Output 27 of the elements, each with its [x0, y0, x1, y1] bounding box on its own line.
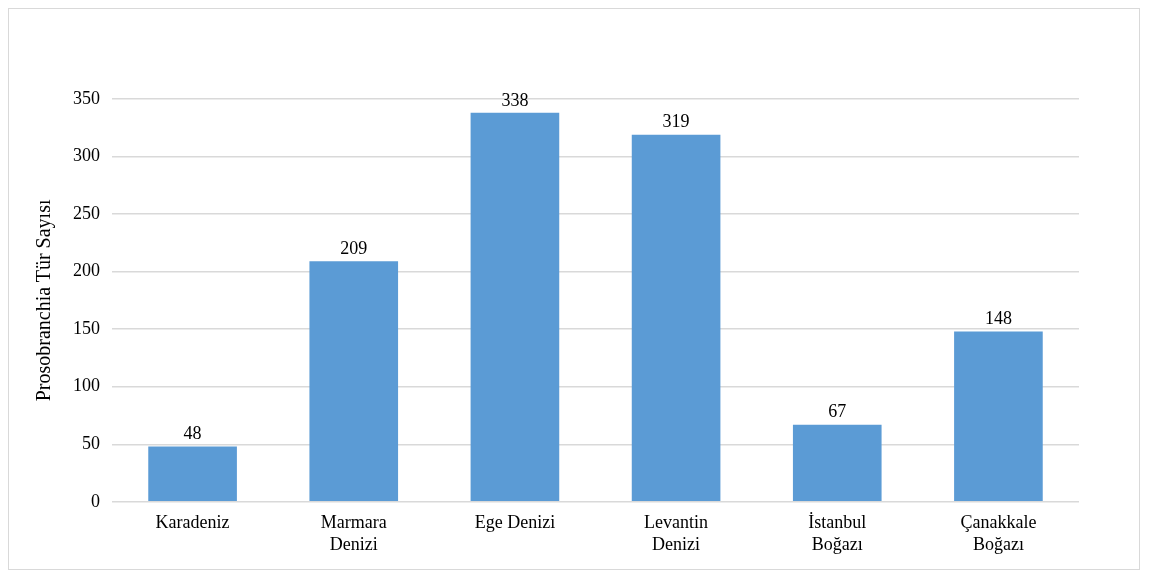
- x-tick-label: Çanakkale Boğazı: [960, 512, 1037, 554]
- bar: [148, 446, 237, 502]
- y-tick-label: 150: [73, 317, 100, 338]
- y-tick-label: 350: [73, 87, 100, 108]
- data-label: 319: [662, 111, 690, 132]
- bar: [631, 134, 721, 502]
- x-tick-label: İstanbul Boğazı: [808, 512, 867, 554]
- bar: [470, 112, 560, 502]
- y-tick-label: 200: [73, 260, 100, 281]
- bar: [954, 331, 1043, 502]
- x-tick-label: Ege Denizi: [474, 512, 556, 533]
- y-tick-label: 250: [73, 202, 100, 223]
- x-tick-label: Marmara Denizi: [320, 512, 387, 554]
- bar: [792, 424, 882, 502]
- y-axis-title: Prosobranchia Tür Sayısı: [32, 199, 56, 402]
- data-label: 67: [828, 401, 847, 422]
- bar: [309, 261, 399, 502]
- data-label: 148: [984, 308, 1012, 329]
- y-tick-label: 0: [91, 490, 100, 511]
- x-tick-label: Karadeniz: [155, 512, 230, 533]
- y-tick-label: 50: [82, 432, 100, 453]
- data-label: 338: [501, 89, 529, 110]
- data-label: 48: [183, 423, 202, 444]
- y-tick-label: 300: [73, 145, 100, 166]
- data-label: 209: [340, 238, 368, 259]
- y-tick-label: 100: [73, 375, 100, 396]
- x-tick-label: Levantin Denizi: [644, 512, 709, 554]
